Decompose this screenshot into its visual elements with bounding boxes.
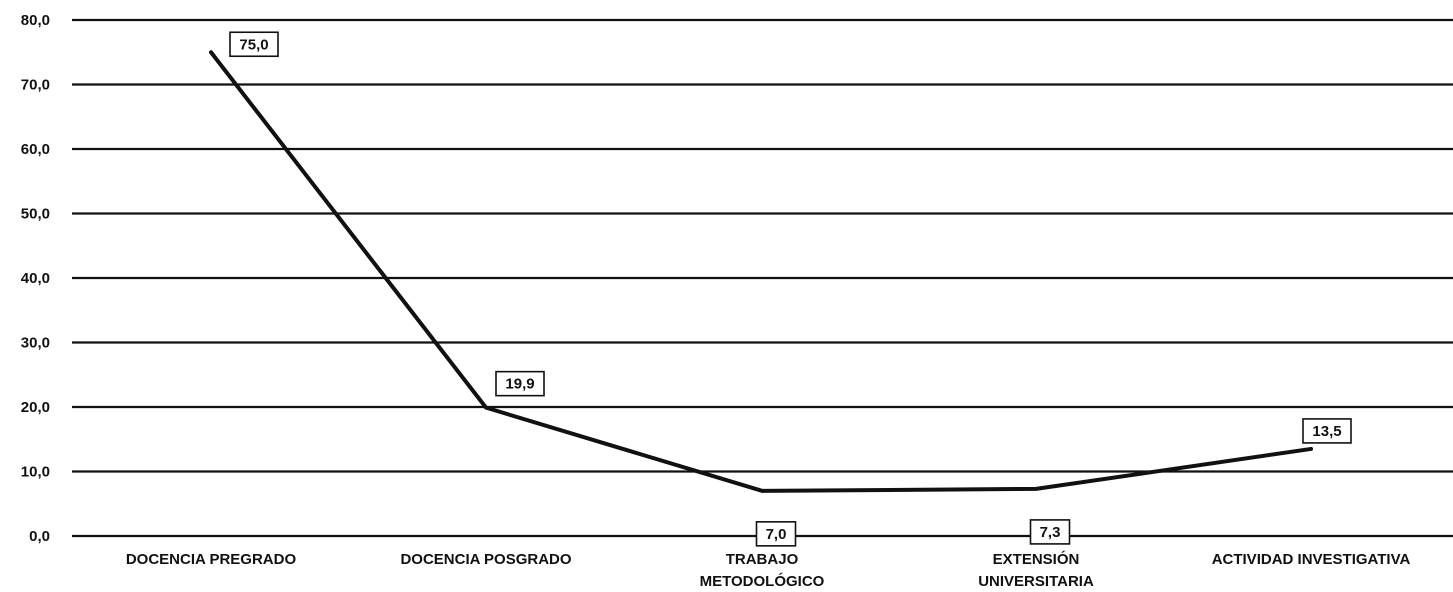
data-label: 7,3 (1029, 519, 1071, 545)
gridlines (72, 18, 1453, 538)
x-tick-label-line: METODOLÓGICO (700, 572, 825, 590)
data-label: 75,0 (229, 31, 279, 58)
x-tick-label: EXTENSIÓN UNIVERSITARIA (978, 550, 1094, 590)
x-tick-label-line: EXTENSIÓN (993, 550, 1080, 568)
y-tick-label: 0,0 (29, 528, 50, 545)
x-tick-label-line: DOCENCIA POSGRADO (400, 551, 571, 568)
data-label-text: 13,5 (1312, 423, 1341, 440)
x-axis-tick-labels: DOCENCIA PREGRADO DOCENCIA POSGRADO TRABAJ… (126, 550, 1411, 590)
series-line (209, 50, 1313, 493)
y-tick-label: 30,0 (21, 335, 50, 352)
x-tick-label-line: DOCENCIA PREGRADO (126, 551, 297, 568)
y-tick-label: 20,0 (21, 399, 50, 416)
y-tick-label: 10,0 (21, 464, 50, 481)
x-tick-label: DOCENCIA POSGRADO (400, 551, 571, 568)
y-tick-label: 70,0 (21, 77, 50, 94)
data-label-text: 75,0 (239, 36, 268, 53)
x-tick-label: TRABAJO METODOLÓGICO (700, 551, 825, 590)
y-tick-label: 80,0 (21, 12, 50, 29)
y-tick-label: 50,0 (21, 206, 50, 223)
data-label-box (229, 31, 279, 58)
x-tick-label-line: ACTIVIDAD INVESTIGATIVA (1212, 551, 1411, 568)
data-label-box (495, 370, 545, 397)
data-labels: 75,0 19,9 7,0 7,3 13,5 (229, 31, 1352, 547)
y-axis-tick-labels: 0,0 10,0 20,0 30,0 40,0 50,0 60,0 70,0 80,0 (21, 12, 50, 545)
series-line-group (209, 50, 1313, 493)
data-label-box (1029, 519, 1071, 545)
x-tick-label: DOCENCIA PREGRADO (126, 551, 297, 568)
x-tick-label-line: TRABAJO (726, 551, 799, 568)
data-label: 7,0 (755, 521, 797, 547)
x-tick-label: ACTIVIDAD INVESTIGATIVA (1212, 551, 1411, 568)
data-label-text: 7,0 (766, 526, 787, 543)
data-label-text: 7,3 (1040, 524, 1061, 541)
data-label-box (1302, 418, 1352, 444)
data-label-box (755, 521, 797, 547)
x-tick-label-line: UNIVERSITARIA (978, 573, 1094, 590)
data-label-text: 19,9 (505, 376, 534, 393)
data-label: 19,9 (495, 370, 545, 397)
y-tick-label: 40,0 (21, 270, 50, 287)
data-label: 13,5 (1302, 418, 1352, 444)
y-tick-label: 60,0 (21, 141, 50, 158)
